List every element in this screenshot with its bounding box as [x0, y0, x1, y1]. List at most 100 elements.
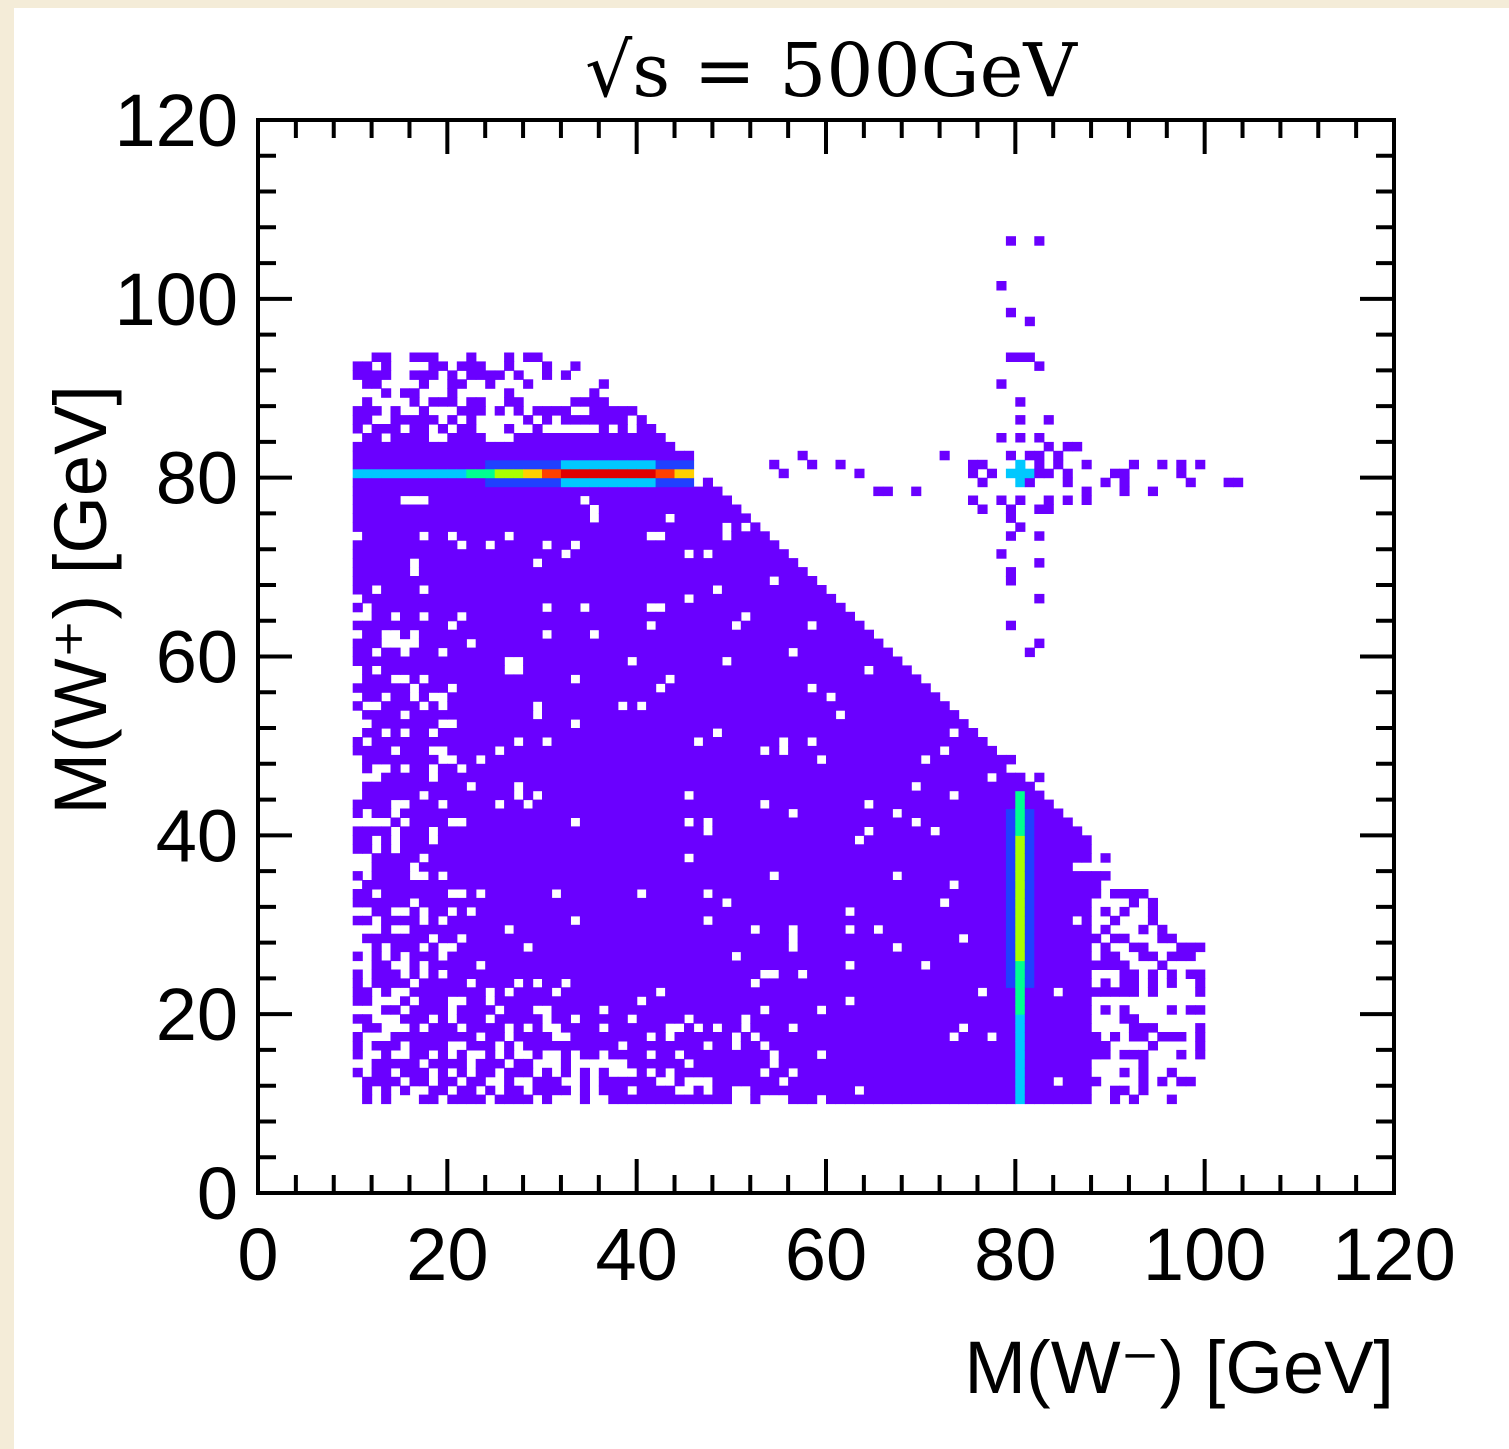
heatmap-bin [996, 549, 1007, 559]
heatmap-bin [873, 1067, 884, 1078]
heatmap-bin [1015, 1085, 1026, 1096]
heatmap-bin [835, 835, 846, 845]
heatmap-bin [1005, 1058, 1016, 1069]
heatmap-bin [513, 1058, 524, 1069]
heatmap-bin [598, 1014, 609, 1024]
heatmap-bin [655, 745, 666, 756]
heatmap-bin [617, 719, 628, 729]
heatmap-bin [409, 549, 420, 559]
heatmap-bin [778, 683, 789, 693]
heatmap-bin [665, 620, 676, 631]
heatmap-bin [371, 540, 382, 550]
heatmap-bin [712, 880, 723, 890]
heatmap-bin [646, 826, 657, 836]
heatmap-bin [523, 1014, 534, 1024]
heatmap-bin [523, 933, 534, 944]
heatmap-bin [504, 549, 515, 559]
heatmap-bin [807, 1023, 818, 1033]
heatmap-bin [570, 799, 581, 810]
heatmap-bin [523, 906, 534, 917]
heatmap-bin [996, 754, 1007, 765]
heatmap-bin [485, 683, 496, 693]
heatmap-bin [797, 942, 808, 953]
heatmap-bin [892, 1085, 903, 1096]
heatmap-bin [674, 826, 685, 836]
heatmap-bin [892, 799, 903, 810]
heatmap-bin [882, 737, 893, 747]
heatmap-bin [844, 737, 855, 747]
heatmap-bin [437, 656, 448, 666]
heatmap-bin [778, 906, 789, 917]
heatmap-bin [901, 978, 912, 988]
heatmap-bin [646, 567, 657, 577]
heatmap-bin [911, 853, 922, 863]
heatmap-bin [551, 585, 562, 595]
heatmap-bin [731, 683, 742, 693]
heatmap-bin [390, 897, 401, 908]
heatmap-bin [778, 1049, 789, 1060]
heatmap-bin [456, 1005, 467, 1015]
heatmap-bin [551, 576, 562, 586]
heatmap-bin [485, 880, 496, 890]
heatmap-bin [617, 808, 628, 818]
heatmap-bin [816, 728, 827, 738]
heatmap-bin [636, 477, 647, 488]
heatmap-bin [542, 996, 553, 1006]
heatmap-bin [816, 880, 827, 890]
heatmap-bin [409, 1041, 420, 1051]
heatmap-bin [665, 745, 676, 756]
heatmap-bin [731, 844, 742, 854]
heatmap-bin [409, 415, 420, 425]
heatmap-bin [968, 826, 979, 836]
heatmap-bin [816, 924, 827, 935]
heatmap-bin [418, 889, 429, 899]
heatmap-bin [740, 531, 751, 541]
heatmap-bin [437, 522, 448, 532]
heatmap-bin [466, 352, 477, 362]
heatmap-bin [428, 906, 439, 917]
heatmap-bin [1233, 477, 1244, 488]
heatmap-bin [939, 1014, 950, 1024]
heatmap-bin [409, 701, 420, 711]
heatmap-bin [646, 719, 657, 729]
heatmap-bin [381, 915, 392, 926]
heatmap-bin [996, 906, 1007, 917]
heatmap-bin [911, 790, 922, 801]
heatmap-bin [400, 719, 411, 729]
heatmap-bin [655, 737, 666, 747]
heatmap-bin [920, 1023, 931, 1033]
heatmap-bin [485, 486, 496, 497]
heatmap-bin [939, 1005, 950, 1015]
heatmap-bin [797, 754, 808, 765]
heatmap-bin [1024, 1032, 1035, 1042]
heatmap-bin [589, 531, 600, 541]
heatmap-bin [901, 969, 912, 979]
heatmap-bin [636, 1085, 647, 1096]
heatmap-bin [409, 1014, 420, 1024]
heatmap-bin [532, 549, 543, 559]
heatmap-bin [627, 969, 638, 979]
heatmap-bin [409, 459, 420, 470]
heatmap-bin [598, 486, 609, 497]
heatmap-bin [826, 620, 837, 631]
heatmap-bin [1128, 459, 1139, 470]
heatmap-bin [1195, 987, 1206, 997]
heatmap-bin [873, 745, 884, 756]
heatmap-bin [570, 620, 581, 631]
heatmap-bin [381, 835, 392, 845]
heatmap-bin [1005, 924, 1016, 935]
heatmap-bin [560, 754, 571, 765]
heatmap-bin [646, 433, 657, 443]
heatmap-bin [977, 745, 988, 756]
heatmap-bin [873, 844, 884, 854]
heatmap-bin [437, 844, 448, 854]
heatmap-bin [750, 576, 761, 586]
heatmap-bin [702, 629, 713, 640]
heatmap-bin [475, 826, 486, 836]
heatmap-bin [721, 880, 732, 890]
heatmap-bin [636, 674, 647, 684]
heatmap-bin [1053, 897, 1064, 908]
heatmap-bin [1072, 835, 1083, 845]
heatmap-bin [797, 924, 808, 935]
heatmap-bin [844, 754, 855, 765]
